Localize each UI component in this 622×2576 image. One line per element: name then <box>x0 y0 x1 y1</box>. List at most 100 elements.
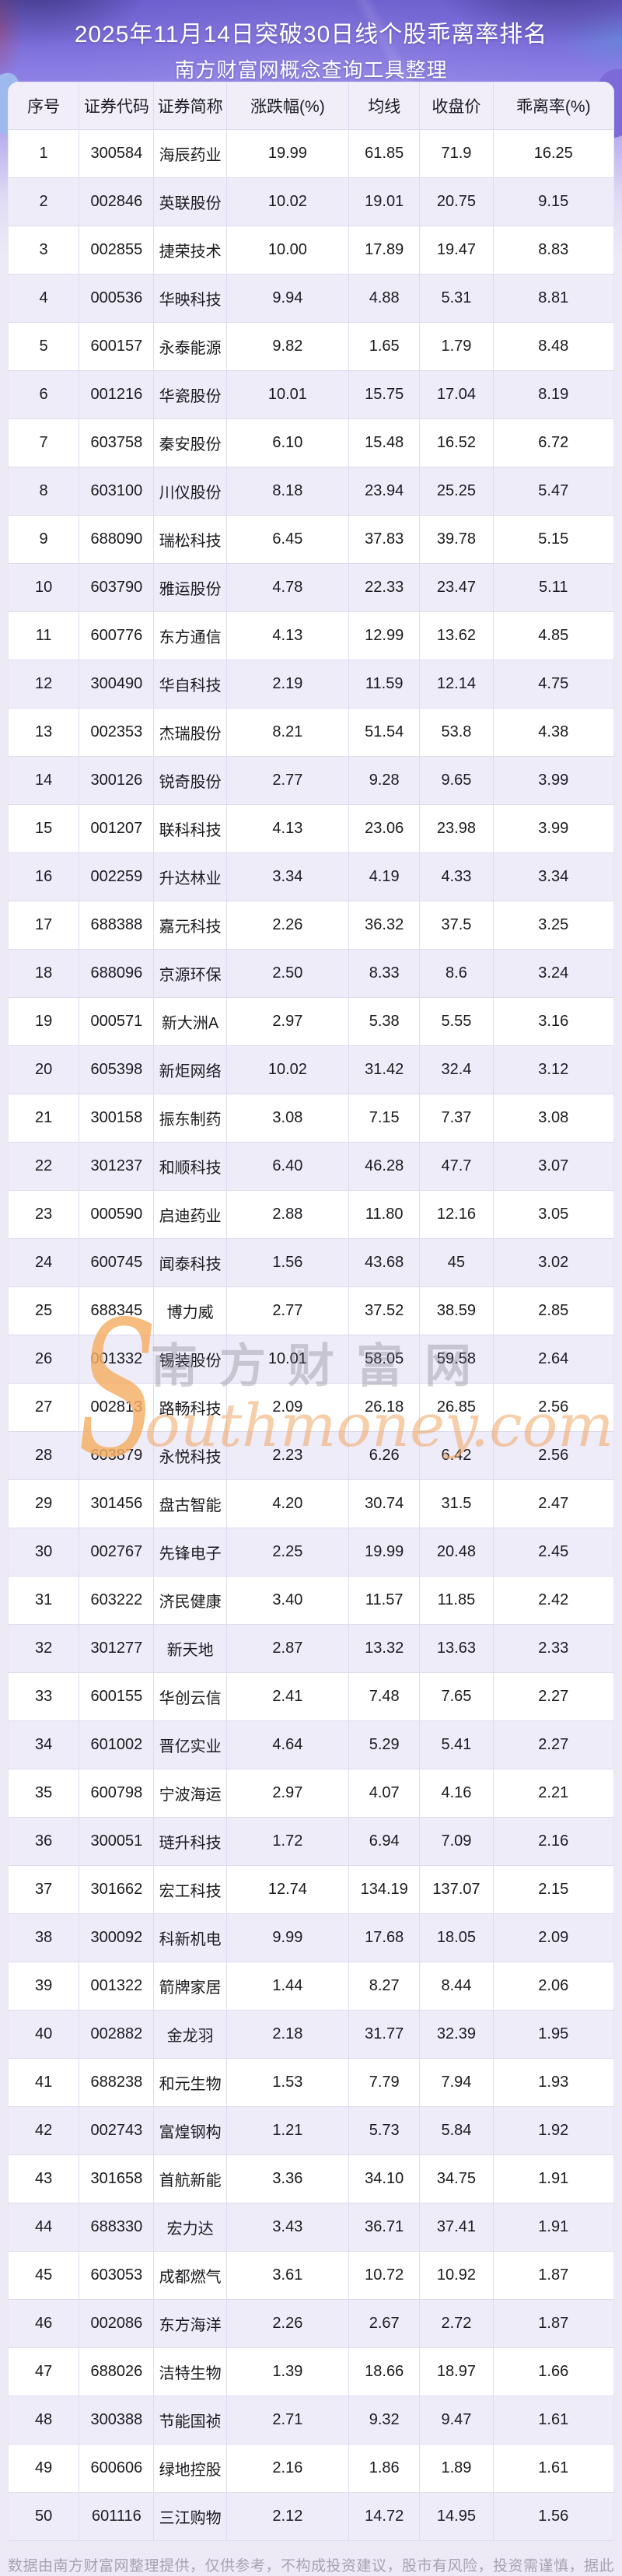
col-ma: 1.86 <box>349 2445 421 2493</box>
col-ma: 11.57 <box>349 1577 421 1625</box>
col-ma: 6.94 <box>349 1818 421 1866</box>
col-ma: 26.18 <box>349 1384 421 1432</box>
col-index: 40 <box>8 2011 80 2059</box>
col-bias: 16.25 <box>493 130 614 178</box>
col-index: 47 <box>8 2348 80 2396</box>
col-change: 3.36 <box>226 2155 350 2203</box>
col-close: 16.52 <box>420 419 494 467</box>
col-code: 688345 <box>79 1287 155 1335</box>
col-name: 路畅科技 <box>154 1384 227 1432</box>
col-bias: 2.47 <box>493 1480 614 1528</box>
col-bias: 1.87 <box>493 2300 614 2348</box>
table-row: 9 688090 瑞松科技 6.45 37.83 39.78 5.15 <box>8 516 614 564</box>
col-ma: 23.94 <box>349 467 421 516</box>
col-ma: 10.72 <box>349 2252 421 2300</box>
col-code: 688238 <box>79 2059 155 2107</box>
col-ma: 58.05 <box>349 1335 421 1384</box>
col-name: 洁特生物 <box>154 2348 227 2396</box>
col-code: 001332 <box>79 1335 155 1384</box>
col-code: 001216 <box>79 371 155 419</box>
col-ma: 31.77 <box>349 2011 421 2059</box>
col-code: 688026 <box>79 2348 155 2396</box>
col-code: 002086 <box>79 2300 155 2348</box>
table-row: 35 600798 宁波海运 2.97 4.07 4.16 2.21 <box>8 1769 614 1818</box>
table-row: 45 603053 成都燃气 3.61 10.72 10.92 1.87 <box>8 2252 614 2300</box>
col-change: 3.40 <box>226 1577 350 1625</box>
table-row: 13 002353 杰瑞股份 8.21 51.54 53.8 4.38 <box>8 709 614 757</box>
col-code: 603100 <box>79 467 155 516</box>
table-row: 3 002855 捷荣技术 10.00 17.89 19.47 8.83 <box>8 226 614 275</box>
col-bias: 1.56 <box>493 2493 614 2541</box>
col-bias: 1.91 <box>493 2155 614 2203</box>
col-code: 688096 <box>79 950 155 998</box>
col-bias: 1.95 <box>493 2011 614 2059</box>
col-change: 10.01 <box>226 1335 350 1384</box>
header-col-name: 证券简称 <box>154 82 227 130</box>
col-name: 嘉元科技 <box>154 901 227 950</box>
col-bias: 2.56 <box>493 1384 614 1432</box>
col-ma: 19.99 <box>349 1528 421 1577</box>
col-code: 301662 <box>79 1866 155 1914</box>
col-close: 8.44 <box>420 1962 494 2011</box>
col-code: 301456 <box>79 1480 155 1528</box>
col-code: 300126 <box>79 757 155 805</box>
col-name: 箭牌家居 <box>154 1962 227 2011</box>
col-ma: 36.71 <box>349 2203 421 2252</box>
header-row: 序号 证券代码 证券简称 涨跌幅(%) 均线 收盘价 乖离率(%) <box>8 82 614 130</box>
col-bias: 9.15 <box>493 178 614 226</box>
col-code: 600798 <box>79 1769 155 1818</box>
col-name: 英联股份 <box>154 178 227 226</box>
col-bias: 8.83 <box>493 226 614 275</box>
col-code: 000536 <box>79 275 155 323</box>
col-index: 12 <box>8 660 80 709</box>
col-bias: 3.25 <box>493 901 614 950</box>
col-code: 601002 <box>79 1721 155 1769</box>
col-code: 603758 <box>79 419 155 467</box>
col-index: 2 <box>8 178 80 226</box>
col-index: 17 <box>8 901 80 950</box>
col-bias: 2.16 <box>493 1818 614 1866</box>
col-index: 7 <box>8 419 80 467</box>
col-close: 18.05 <box>420 1914 494 1962</box>
col-name: 升达林业 <box>154 853 227 901</box>
col-change: 2.41 <box>226 1673 350 1721</box>
col-name: 金龙羽 <box>154 2011 227 2059</box>
col-ma: 5.29 <box>349 1721 421 1769</box>
col-ma: 8.27 <box>349 1962 421 2011</box>
col-bias: 2.45 <box>493 1528 614 1577</box>
col-name: 秦安股份 <box>154 419 227 467</box>
col-close: 25.25 <box>420 467 494 516</box>
col-name: 新天地 <box>154 1625 227 1673</box>
col-close: 20.48 <box>420 1528 494 1577</box>
col-name: 东方通信 <box>154 612 227 660</box>
col-index: 15 <box>8 805 80 853</box>
table-row: 30 002767 先锋电子 2.25 19.99 20.48 2.45 <box>8 1528 614 1577</box>
col-ma: 7.15 <box>349 1094 421 1143</box>
col-index: 31 <box>8 1577 80 1625</box>
page-subtitle: 南方财富网概念查询工具整理 <box>174 58 448 82</box>
col-code: 002882 <box>79 2011 155 2059</box>
col-ma: 4.88 <box>349 275 421 323</box>
col-bias: 2.15 <box>493 1866 614 1914</box>
col-ma: 4.07 <box>349 1769 421 1818</box>
col-index: 21 <box>8 1094 80 1143</box>
table-row: 1 300584 海辰药业 19.99 61.85 71.9 16.25 <box>8 130 614 178</box>
col-change: 4.13 <box>226 805 350 853</box>
table-row: 44 688330 宏力达 3.43 36.71 37.41 1.91 <box>8 2203 614 2252</box>
col-bias: 5.11 <box>493 564 614 612</box>
col-index: 38 <box>8 1914 80 1962</box>
col-bias: 8.19 <box>493 371 614 419</box>
col-name: 宏工科技 <box>154 1866 227 1914</box>
col-ma: 7.48 <box>349 1673 421 1721</box>
col-bias: 8.48 <box>493 323 614 371</box>
col-code: 603790 <box>79 564 155 612</box>
col-change: 2.18 <box>226 2011 350 2059</box>
col-ma: 134.19 <box>349 1866 421 1914</box>
col-close: 32.39 <box>420 2011 494 2059</box>
col-name: 绿地控股 <box>154 2445 227 2493</box>
col-name: 琏升科技 <box>154 1818 227 1866</box>
col-close: 17.04 <box>420 371 494 419</box>
col-change: 8.21 <box>226 709 350 757</box>
col-change: 2.97 <box>226 1769 350 1818</box>
table-row: 50 601116 三江购物 2.12 14.72 14.95 1.56 <box>8 2493 614 2541</box>
